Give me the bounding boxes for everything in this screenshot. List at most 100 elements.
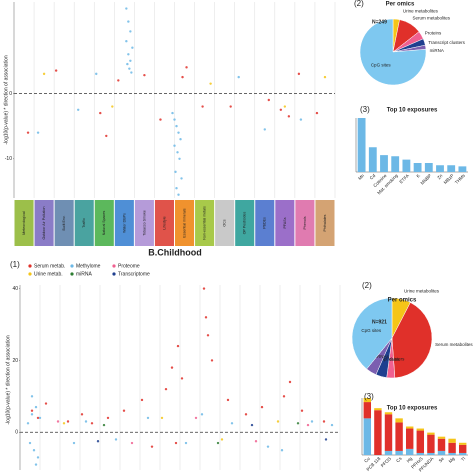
point bbox=[176, 344, 180, 348]
panel-label: (3) bbox=[364, 392, 374, 401]
x-tick-label: THMs bbox=[454, 172, 467, 185]
family-box bbox=[175, 200, 195, 246]
point bbox=[160, 416, 164, 420]
point bbox=[279, 108, 283, 112]
point bbox=[315, 111, 319, 115]
point bbox=[177, 193, 180, 196]
bar bbox=[384, 412, 393, 415]
family-box bbox=[54, 200, 74, 246]
point bbox=[26, 131, 30, 134]
point bbox=[131, 46, 134, 49]
point bbox=[36, 416, 40, 420]
point bbox=[297, 72, 301, 76]
y-tick-label: 0 bbox=[9, 91, 12, 97]
point bbox=[206, 334, 210, 337]
point bbox=[99, 111, 102, 115]
point bbox=[201, 105, 204, 108]
point bbox=[173, 144, 176, 147]
bar bbox=[458, 442, 467, 445]
point bbox=[34, 463, 38, 466]
family-label: Phenols bbox=[303, 216, 307, 229]
point bbox=[185, 66, 188, 69]
point bbox=[276, 420, 280, 423]
y-tick-label: 0 bbox=[15, 430, 18, 436]
x-tick-label: Mg bbox=[448, 456, 456, 464]
point bbox=[250, 423, 254, 427]
point bbox=[288, 380, 292, 384]
point bbox=[181, 75, 184, 79]
pie-slice bbox=[351, 297, 393, 370]
legend-swatch bbox=[28, 272, 32, 276]
point bbox=[128, 67, 131, 70]
slice-label: Serum metabolites bbox=[413, 16, 451, 21]
x-tick-label: Cs bbox=[395, 455, 403, 463]
point bbox=[129, 59, 132, 62]
point bbox=[143, 73, 146, 77]
point bbox=[164, 387, 168, 391]
point bbox=[179, 138, 182, 141]
point bbox=[42, 72, 46, 76]
chart-title: Per omics bbox=[386, 2, 415, 8]
x-tick-label: Cd bbox=[369, 173, 377, 181]
slice-label: Serum metabolites bbox=[435, 342, 473, 347]
point bbox=[216, 441, 220, 445]
point bbox=[90, 422, 94, 425]
bar bbox=[437, 436, 446, 439]
family-box bbox=[315, 200, 335, 246]
bar bbox=[368, 147, 377, 172]
y-axis-title: -log10(p-value) * direction of associati… bbox=[3, 55, 9, 144]
y-tick-label: -10 bbox=[5, 156, 12, 162]
point bbox=[32, 449, 36, 452]
family-box bbox=[34, 200, 54, 246]
point bbox=[171, 111, 174, 115]
point bbox=[62, 422, 66, 425]
point bbox=[170, 366, 174, 369]
family-box bbox=[114, 200, 134, 246]
bar bbox=[447, 165, 456, 172]
point bbox=[230, 422, 234, 425]
point bbox=[146, 416, 150, 420]
bar bbox=[448, 452, 456, 455]
point bbox=[180, 177, 183, 180]
point bbox=[282, 395, 286, 398]
bar bbox=[437, 450, 446, 455]
slice-label: Urine metabolites bbox=[404, 288, 440, 293]
family-box bbox=[195, 200, 215, 246]
legend-label: Serum metab. bbox=[34, 263, 65, 269]
legend-swatch bbox=[70, 272, 74, 276]
bar bbox=[448, 442, 456, 453]
point bbox=[72, 441, 76, 445]
bar bbox=[384, 414, 393, 451]
point bbox=[127, 20, 130, 23]
point bbox=[34, 405, 38, 409]
point bbox=[28, 441, 32, 445]
point bbox=[267, 98, 270, 102]
legend-label: Urine metab. bbox=[34, 271, 63, 277]
point bbox=[36, 456, 40, 459]
point bbox=[177, 131, 180, 134]
slice-label: CpG sites bbox=[371, 63, 392, 68]
point bbox=[330, 423, 334, 427]
point bbox=[176, 151, 179, 154]
bar bbox=[437, 438, 446, 451]
legend-label: Proteome bbox=[118, 263, 140, 269]
x-tick-label: K bbox=[415, 173, 421, 179]
family-label: PFASs bbox=[283, 217, 287, 228]
family-box bbox=[14, 200, 34, 246]
point bbox=[324, 438, 328, 441]
x-tick-label: Hg bbox=[406, 456, 414, 464]
panel-label: (2) bbox=[354, 0, 364, 8]
point bbox=[204, 316, 208, 319]
point bbox=[266, 445, 270, 448]
sample-size: N=249 bbox=[372, 19, 387, 25]
point bbox=[306, 423, 310, 427]
point bbox=[280, 449, 284, 452]
bar bbox=[424, 163, 433, 172]
family-box bbox=[154, 200, 174, 246]
x-tick-label: Cu bbox=[363, 456, 371, 464]
bar bbox=[413, 163, 422, 172]
point bbox=[226, 398, 230, 402]
bar bbox=[416, 430, 425, 453]
legend-label: miRNA bbox=[76, 271, 92, 277]
